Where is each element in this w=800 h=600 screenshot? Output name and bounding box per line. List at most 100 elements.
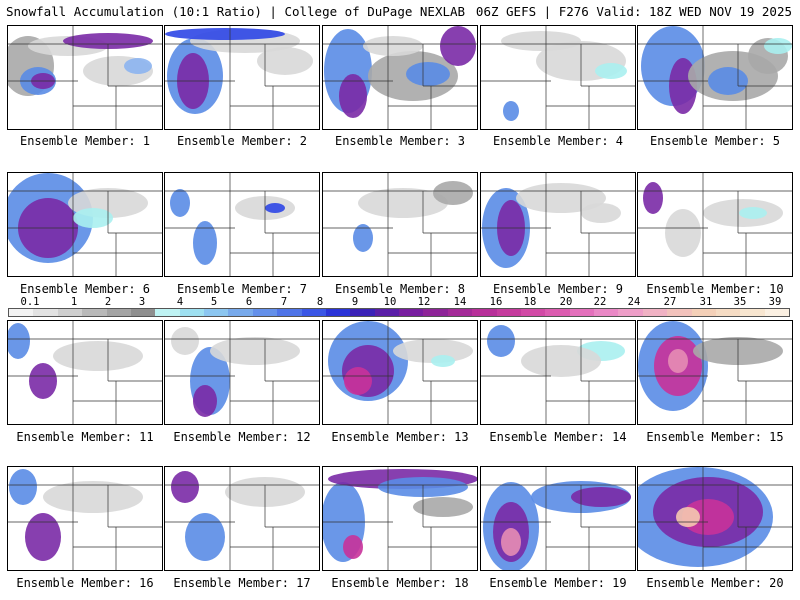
- legend-swatch: [447, 309, 473, 316]
- state-boundaries: [8, 467, 162, 570]
- member-map-2: [164, 25, 320, 130]
- state-boundaries: [481, 26, 635, 129]
- snowfall-area: [501, 528, 521, 556]
- snowfall-map: [165, 321, 319, 424]
- member-label: Ensemble Member: 6: [19, 282, 151, 296]
- state-boundaries: [481, 321, 635, 424]
- snowfall-area: [764, 38, 792, 54]
- legend-tick-label: 9: [351, 296, 359, 308]
- member-label: Ensemble Member: 14: [489, 430, 627, 444]
- legend-tick-label: 24: [627, 296, 641, 308]
- legend-swatch: [9, 309, 34, 316]
- run-valid-time: 06Z GEFS | F276 Valid: 18Z WED NOV 19 20…: [475, 4, 792, 19]
- snowfall-area: [43, 481, 143, 513]
- legend-tick-labels: 0.1 1 2 3 4 5 6 7 8 9 10 12 14 16 18 20 22 24 27 31 35 39: [8, 296, 790, 308]
- snowfall-area: [124, 58, 152, 74]
- map-title: Snowfall Accumulation (10:1 Ratio) | Col…: [6, 4, 466, 19]
- snowfall-area: [165, 28, 285, 40]
- legend-swatch: [277, 309, 302, 316]
- member-label: Ensemble Member: 18: [331, 576, 469, 590]
- legend-tick-label: 22: [593, 296, 607, 308]
- legend-swatch: [57, 309, 83, 316]
- state-boundaries: [638, 26, 792, 129]
- snowfall-map: [8, 26, 162, 129]
- snowfall-map: [481, 321, 635, 424]
- member-map-14: [480, 320, 636, 425]
- snowfall-area: [8, 323, 30, 359]
- snowfall-map: [323, 173, 477, 276]
- snowfall-area: [363, 36, 423, 56]
- snowfall-area: [487, 325, 515, 357]
- snowfall-map: [481, 26, 635, 129]
- member-label: Ensemble Member: 2: [176, 134, 308, 148]
- legend-swatch: [764, 309, 789, 316]
- state-boundaries: [165, 321, 319, 424]
- state-boundaries: [165, 467, 319, 570]
- snowfall-area: [344, 367, 372, 395]
- legend-swatch: [350, 309, 375, 316]
- snowfall-map: [323, 26, 477, 129]
- state-boundaries: [323, 26, 477, 129]
- snowfall-color-legend: [8, 308, 790, 317]
- snowfall-area: [413, 497, 473, 517]
- snowfall-area: [53, 341, 143, 371]
- snowfall-map: [323, 467, 477, 570]
- legend-swatch: [423, 309, 448, 316]
- state-boundaries: [8, 26, 162, 129]
- legend-swatch: [715, 309, 741, 316]
- snowfall-area: [170, 189, 190, 217]
- snowfall-area: [440, 26, 476, 66]
- snowfall-map: [165, 173, 319, 276]
- snowfall-map: [638, 321, 792, 424]
- member-label: Ensemble Member: 3: [334, 134, 466, 148]
- snowfall-area: [643, 182, 663, 214]
- legend-swatch: [642, 309, 668, 316]
- legend-tick-label: 7: [280, 296, 288, 308]
- legend-swatch: [82, 309, 107, 316]
- legend-swatch: [130, 309, 156, 316]
- member-label: Ensemble Member: 16: [16, 576, 154, 590]
- member-map-9: [480, 172, 636, 277]
- legend-swatch: [374, 309, 399, 316]
- legend-tick-label: 35: [733, 296, 747, 308]
- member-label: Ensemble Member: 12: [173, 430, 311, 444]
- legend-swatch: [667, 309, 692, 316]
- snowfall-map: [638, 26, 792, 129]
- member-label: Ensemble Member: 17: [173, 576, 311, 590]
- member-map-11: [7, 320, 163, 425]
- legend-swatch: [155, 309, 180, 316]
- state-boundaries: [323, 173, 477, 276]
- state-boundaries: [638, 321, 792, 424]
- snowfall-map: [165, 467, 319, 570]
- member-label: Ensemble Member: 8: [334, 282, 466, 296]
- snowfall-map: [323, 321, 477, 424]
- legend-tick-label: 10: [383, 296, 397, 308]
- legend-tick-label: 14: [453, 296, 467, 308]
- member-map-17: [164, 466, 320, 571]
- member-label: Ensemble Member: 20: [646, 576, 784, 590]
- legend-tick-label: 18: [523, 296, 537, 308]
- snowfall-area: [393, 339, 473, 363]
- snowfall-area: [676, 507, 700, 527]
- member-map-4: [480, 25, 636, 130]
- member-label: Ensemble Member: 4: [492, 134, 624, 148]
- snowfall-area: [668, 349, 688, 373]
- snowfall-map: [8, 321, 162, 424]
- snowfall-area: [503, 101, 519, 121]
- snowfall-area: [739, 207, 767, 219]
- legend-swatch: [204, 309, 229, 316]
- legend-tick-label: 31: [699, 296, 713, 308]
- snowfall-area: [9, 469, 37, 505]
- snowfall-area: [63, 33, 153, 49]
- state-boundaries: [638, 173, 792, 276]
- member-map-1: [7, 25, 163, 130]
- member-label: Ensemble Member: 15: [646, 430, 784, 444]
- legend-swatch: [520, 309, 546, 316]
- member-map-16: [7, 466, 163, 571]
- member-label: Ensemble Member: 7: [176, 282, 308, 296]
- legend-swatch: [496, 309, 521, 316]
- member-map-12: [164, 320, 320, 425]
- snowfall-area: [265, 203, 285, 213]
- legend-tick-label: 3: [138, 296, 146, 308]
- legend-swatch: [618, 309, 643, 316]
